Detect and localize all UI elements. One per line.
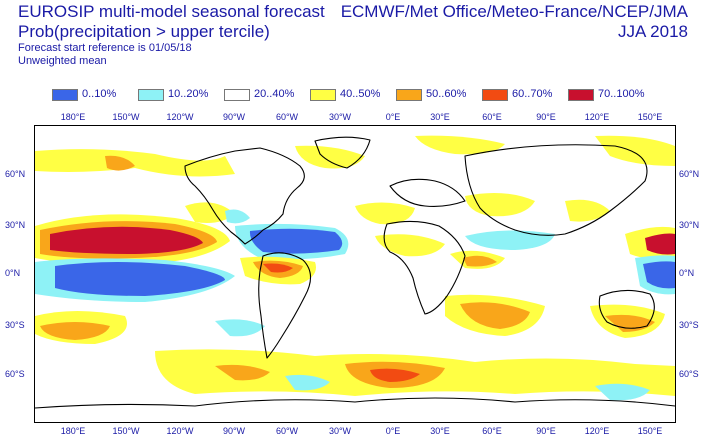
field-blue [643,261,675,289]
longitude-label: 30°E [430,426,450,436]
longitude-label: 150°E [637,426,663,436]
coastline-africa [383,220,466,315]
field-orange [105,155,135,171]
legend-label: 50..60% [426,88,467,100]
field-yellow [465,192,535,217]
field-orange [40,322,110,340]
field-orange [460,302,530,329]
weighting-text: Unweighted mean [18,55,107,67]
field-orange [605,314,655,332]
latitude-label: 0°N [679,268,695,278]
longitude-label: 60°W [275,426,299,436]
longitude-label: 0°E [385,112,401,122]
latitude-label: 30°N [679,220,700,230]
latitude-label: 60°S [5,369,25,379]
field-yellow [35,149,235,177]
longitude-label: 60°W [275,112,299,122]
coastline-north-america [184,147,305,245]
latitude-label: 60°N [679,169,700,179]
field-red [370,368,420,382]
coastline-asia [464,144,648,236]
legend-label: 10..20% [168,88,209,100]
title-block: EUROSIP multi-model seasonal forecast Pr… [18,2,325,68]
legend-swatch [224,89,250,101]
field-red [50,226,203,254]
field-cyan [215,319,265,337]
map-frame [34,125,676,423]
longitude-label: 150°W [112,426,140,436]
field-red [263,263,293,273]
legend-swatch [310,89,336,101]
field-cyan [465,230,555,250]
longitude-label: 30°E [430,112,450,122]
longitude-label: 150°E [637,112,663,122]
map-svg [35,135,675,409]
longitude-label: 60°E [482,112,502,122]
legend-label: 40..50% [340,88,381,100]
longitude-label: 0°E [385,426,401,436]
longitude-label: 180°E [60,112,86,122]
legend-label: 0..10% [82,88,117,100]
coastlines [35,136,675,409]
forecast-start-text: Forecast start reference is 01/05/18 [18,42,192,54]
legend-label: 70..100% [598,88,645,100]
legend-swatch [52,89,78,101]
field-cyan [285,374,330,391]
centres-text: ECMWF/Met Office/Meteo-France/NCEP/JMA [340,2,688,21]
season-text: JJA 2018 [618,22,688,41]
field-yellow [295,145,365,169]
latitude-label: 0°N [5,268,21,278]
field-yellow [375,234,445,257]
field-cyan [595,383,650,401]
map-title: EUROSIP multi-model seasonal forecast [18,2,325,21]
longitude-label: 180°E [60,426,86,436]
longitude-label: 120°E [584,112,610,122]
longitude-label: 90°W [222,112,246,122]
latitude-label: 30°N [5,220,26,230]
map-subtitle: Prob(precipitation > upper tercile) [18,22,270,41]
latitude-label: 60°N [5,169,26,179]
longitude-label: 90°E [536,426,556,436]
field-orange [215,364,270,381]
legend-swatch [138,89,164,101]
field-orange [463,255,497,267]
coastline-antarctica [35,397,675,409]
coastline-australia [598,289,655,329]
coastline-south-america [258,252,312,359]
field-cyan [225,209,250,224]
longitude-label: 120°W [166,112,194,122]
centres-block: ECMWF/Met Office/Meteo-France/NCEP/JMA J… [341,2,688,42]
latitude-label: 60°S [679,369,699,379]
field-yellow [595,135,675,166]
field-yellow [415,135,505,155]
latitude-label: 30°S [679,320,699,330]
coastline-europe [389,178,466,207]
longitude-label: 30°W [328,112,352,122]
latitude-label: 30°S [5,320,25,330]
field-yellow [185,202,235,223]
longitude-label: 60°E [482,426,502,436]
field-yellow [355,202,415,225]
field-red [645,233,675,255]
legend-swatch [482,89,508,101]
longitude-label: 90°E [536,112,556,122]
legend-label: 60..70% [512,88,553,100]
field-blue [249,228,343,254]
legend-label: 20..40% [254,88,295,100]
longitude-label: 150°W [112,112,140,122]
field-yellow [565,199,610,222]
longitude-label: 30°W [328,426,352,436]
longitude-label: 90°W [222,426,246,436]
precipitation-anomaly-fields [35,135,675,401]
longitude-label: 120°E [584,426,610,436]
longitude-label: 120°W [166,426,194,436]
field-blue [55,262,225,296]
coastline-greenland [314,136,371,169]
legend-swatch [396,89,422,101]
legend-swatch [568,89,594,101]
